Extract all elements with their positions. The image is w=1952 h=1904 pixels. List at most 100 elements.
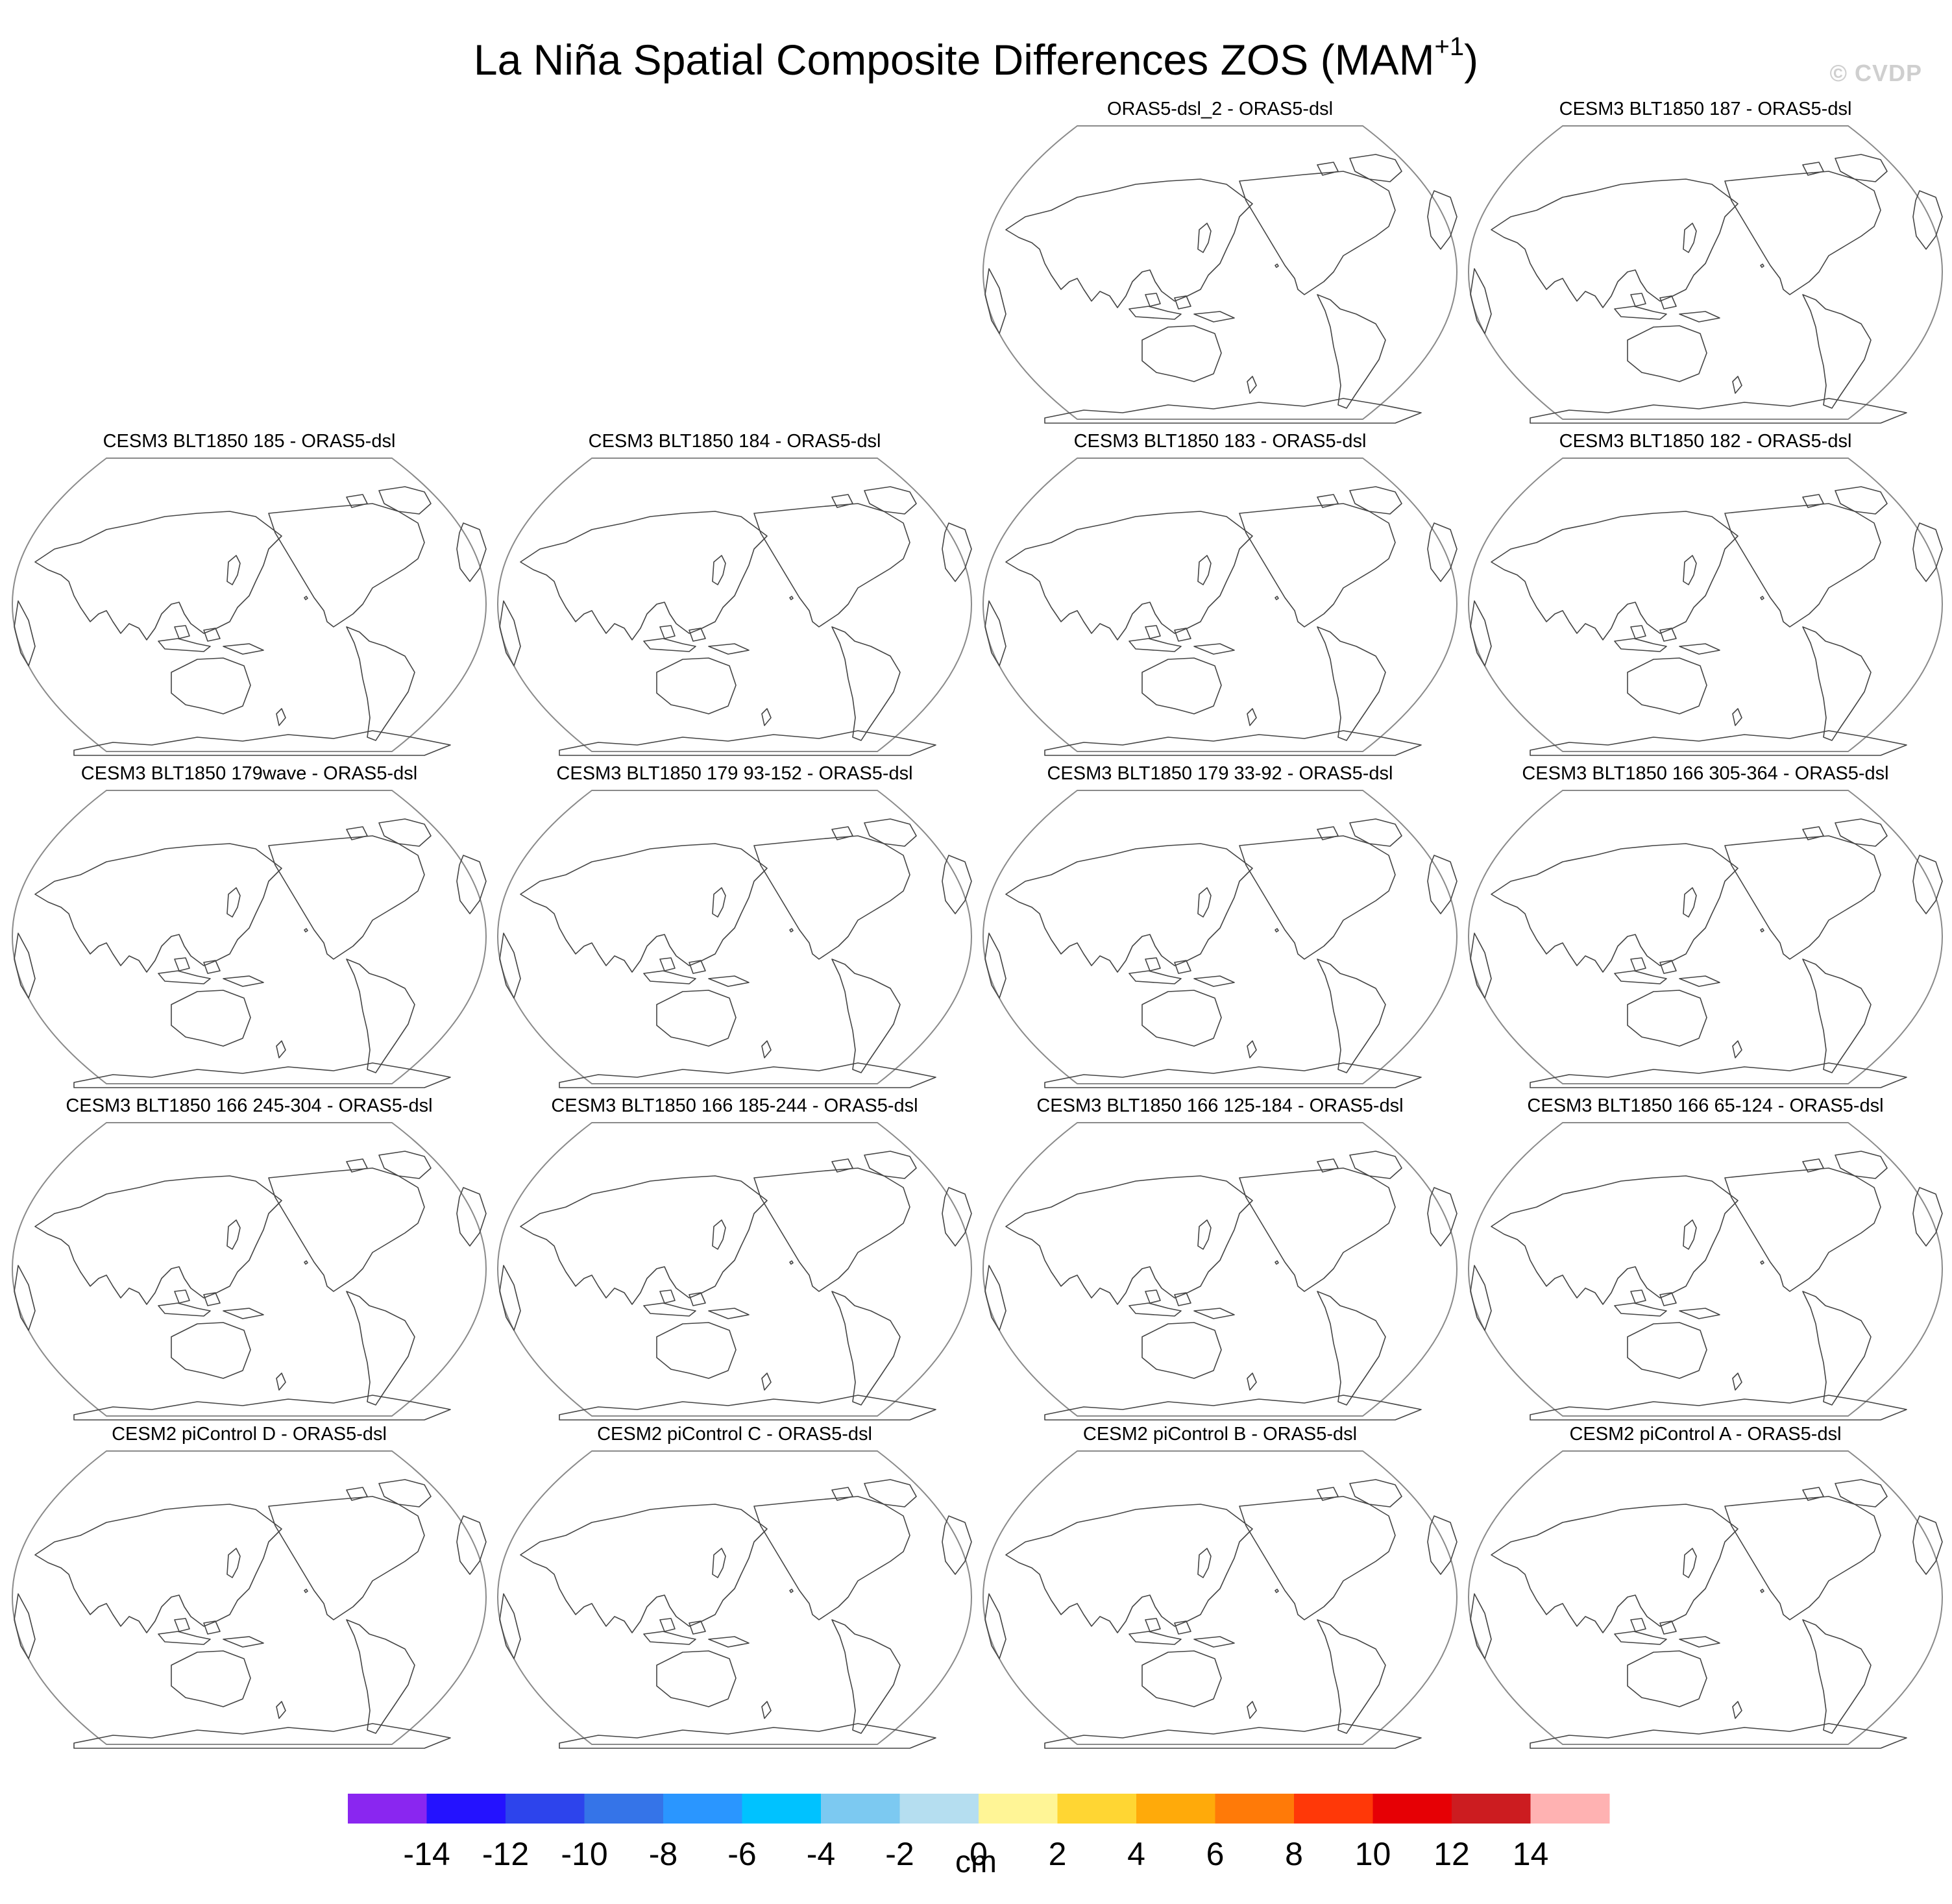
map-boundary xyxy=(982,1122,1458,1417)
coastline xyxy=(831,494,853,508)
map-panel: CESM3 BLT1850 184 - ORAS5-dsl xyxy=(494,430,975,756)
coastline xyxy=(1530,1395,1907,1421)
colorbar-swatch xyxy=(1215,1794,1295,1824)
world-map xyxy=(1467,790,1944,1088)
coastline xyxy=(1724,171,1881,295)
coastline xyxy=(761,1701,772,1719)
coastline xyxy=(1491,1504,1738,1633)
coastline xyxy=(1174,1620,1191,1635)
coastline xyxy=(1732,1701,1742,1719)
coastlines xyxy=(1470,486,1943,756)
coastline xyxy=(304,1260,308,1265)
panel-title: CESM3 BLT1850 179wave - ORAS5-dsl xyxy=(80,763,418,784)
coastline xyxy=(174,1289,190,1304)
coastline xyxy=(1193,975,1235,987)
panel-title: CESM3 BLT1850 182 - ORAS5-dsl xyxy=(1559,431,1852,452)
coastline xyxy=(158,1631,211,1645)
coastline xyxy=(1239,1167,1396,1292)
coastline xyxy=(226,1548,241,1578)
coastline xyxy=(456,855,487,914)
coastline xyxy=(268,1167,425,1292)
coastline xyxy=(1349,1479,1402,1507)
coastline xyxy=(761,1373,772,1391)
coastline xyxy=(1427,190,1458,250)
map-boundary xyxy=(1467,125,1944,420)
panel-title: CESM3 BLT1850 166 185-244 - ORAS5-dsl xyxy=(551,1095,918,1116)
map-boundary xyxy=(1467,1122,1944,1417)
coastline xyxy=(1835,1151,1888,1179)
coastline xyxy=(1275,928,1279,933)
coastline xyxy=(1491,511,1738,641)
panel-title: CESM3 BLT1850 187 - ORAS5-dsl xyxy=(1559,99,1852,119)
colorbar-swatch xyxy=(1372,1794,1452,1824)
coastline xyxy=(831,958,901,1073)
panel-title: CESM2 piControl C - ORAS5-dsl xyxy=(597,1424,872,1445)
coastline xyxy=(1128,1302,1182,1317)
world-map xyxy=(1467,1450,1944,1749)
coastline xyxy=(520,1504,768,1633)
coastline xyxy=(1044,1723,1422,1749)
map-panel: ORAS5-dsl_2 - ORAS5-dsl xyxy=(980,97,1460,424)
coastline xyxy=(1835,1479,1888,1507)
coastline xyxy=(174,1618,190,1632)
coastline xyxy=(1275,263,1279,268)
coastline xyxy=(1614,306,1667,320)
coastline xyxy=(689,1292,706,1306)
colorbar-tick-label: 8 xyxy=(1285,1836,1303,1872)
coastline xyxy=(1760,596,1764,600)
coastline xyxy=(1349,818,1402,847)
coastline xyxy=(1174,295,1191,310)
coastline xyxy=(1197,1548,1212,1578)
coastline xyxy=(789,928,794,933)
coastline xyxy=(1724,503,1881,628)
panel-title: CESM3 BLT1850 179 93-152 - ORAS5-dsl xyxy=(556,763,913,784)
coastline xyxy=(1349,486,1402,515)
coastline xyxy=(761,1040,772,1058)
coastline xyxy=(1627,1650,1707,1707)
coastline xyxy=(1247,1373,1257,1391)
coastline xyxy=(1044,1062,1422,1088)
coastline xyxy=(1005,843,1253,973)
coastline xyxy=(984,1265,1006,1331)
coastline xyxy=(226,555,241,585)
coastline xyxy=(34,1175,282,1305)
panel-title: CESM3 BLT1850 166 305-364 - ORAS5-dsl xyxy=(1522,763,1889,784)
coastlines xyxy=(984,818,1458,1088)
coastline xyxy=(1470,268,1492,334)
coastline xyxy=(1530,398,1907,424)
coastline xyxy=(1627,657,1707,714)
coastline xyxy=(1614,970,1667,984)
panel-title: CESM2 piControl D - ORAS5-dsl xyxy=(112,1424,387,1445)
coastline xyxy=(73,1062,451,1088)
coastline xyxy=(1802,1291,1872,1406)
colorbar-swatch xyxy=(899,1794,979,1824)
coastline xyxy=(942,1515,972,1575)
coastline xyxy=(499,1593,521,1659)
coastline xyxy=(456,1187,487,1247)
coastlines xyxy=(14,1151,487,1421)
coastline xyxy=(1630,1289,1646,1304)
coastline xyxy=(1239,171,1396,295)
world-map xyxy=(11,1450,487,1749)
map-panel: CESM3 BLT1850 185 - ORAS5-dsl xyxy=(9,430,489,756)
coastline xyxy=(276,1040,286,1058)
colorbar-swatch xyxy=(426,1794,506,1824)
coastline xyxy=(831,1158,853,1173)
coastline xyxy=(708,1308,750,1319)
panel-title: CESM3 BLT1850 183 - ORAS5-dsl xyxy=(1073,431,1367,452)
coastline xyxy=(656,657,737,714)
coastline xyxy=(1349,154,1402,182)
coastline xyxy=(1239,503,1396,628)
coastline xyxy=(1835,154,1888,182)
map-boundary xyxy=(982,1450,1458,1745)
coastline xyxy=(1317,1619,1386,1734)
coastline xyxy=(712,1219,726,1250)
coastline xyxy=(1679,643,1720,655)
world-map xyxy=(11,1122,487,1421)
colorbar-swatch xyxy=(584,1794,664,1824)
coastline xyxy=(984,933,1006,999)
colorbar-tick-label: -4 xyxy=(807,1836,835,1872)
coastline xyxy=(1530,1723,1907,1749)
map-boundary xyxy=(496,1122,973,1417)
coastline xyxy=(1614,1631,1667,1645)
